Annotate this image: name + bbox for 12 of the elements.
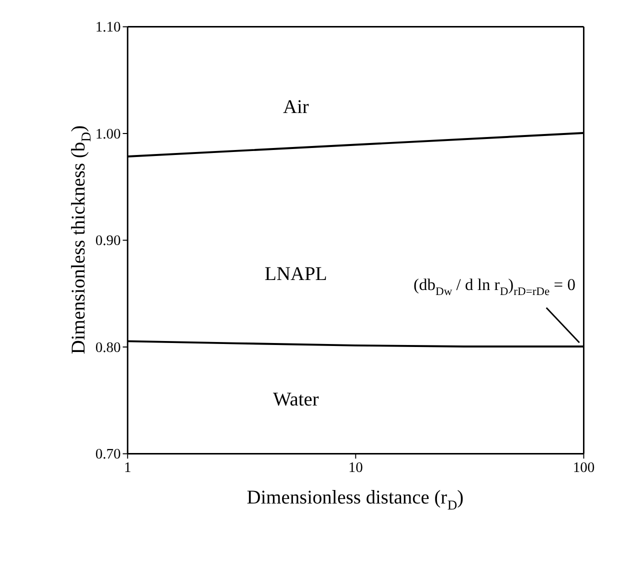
x-tick-label: 10 [348,460,363,476]
annotation: Water [272,390,320,411]
y-axis-title: Dimensionless thickness (bD) [68,125,94,354]
y-tick-label: 0.70 [95,446,121,463]
y-tick-label: 1.00 [95,126,121,142]
annotation: Air [282,97,310,118]
annotation: LNAPL [264,264,328,285]
y-tick-label: 0.90 [95,233,121,250]
x-tick-label: 100 [572,460,595,476]
y-tick-label: 0.80 [95,340,121,356]
x-tick-label: 1 [124,460,132,476]
y-tick-label: 1.10 [95,20,121,36]
